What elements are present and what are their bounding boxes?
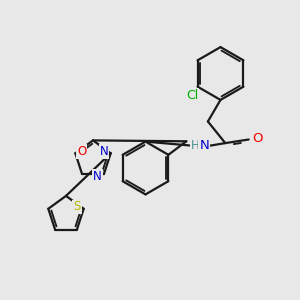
Text: N: N — [200, 139, 209, 152]
Text: O: O — [77, 145, 86, 158]
Text: S: S — [74, 200, 81, 214]
Text: Cl: Cl — [186, 89, 198, 102]
Text: N: N — [100, 145, 109, 158]
Text: H: H — [191, 139, 200, 152]
Text: N: N — [93, 170, 102, 183]
Text: O: O — [253, 132, 263, 146]
